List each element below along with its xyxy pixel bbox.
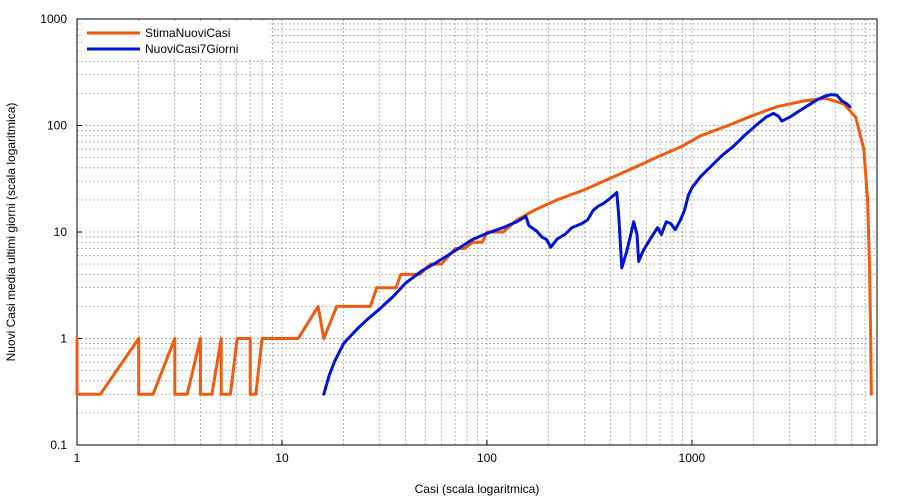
y-tick-label: 1 [60,332,67,346]
series-layer [75,93,873,396]
x-tick-label: 10 [275,451,289,465]
x-tick-label: 1000 [679,451,706,465]
y-tick-label: 1000 [40,12,67,26]
y-tick-label: 10 [54,225,68,239]
grid [77,19,878,445]
legend-label: NuoviCasi7Giorni [145,42,238,56]
legend-label: StimaNuoviCasi [145,26,230,40]
y-axis: 0.1 1 10 100 1000 [40,12,82,452]
x-axis: 1 10 100 1000 [74,440,706,465]
y-tick-label: 100 [47,119,67,133]
legend: StimaNuoviCasi NuoviCasi7Giorni [82,23,270,59]
x-axis-title: Casi (scala logaritmica) [415,482,540,496]
series-line-1 [322,93,852,396]
x-tick-label: 1 [74,451,81,465]
x-tick-label: 100 [477,451,497,465]
legend-box [82,23,270,59]
y-axis-title: Nuovi Casi media ultimi giorni (scala lo… [4,103,18,362]
y-tick-label: 0.1 [50,438,67,452]
